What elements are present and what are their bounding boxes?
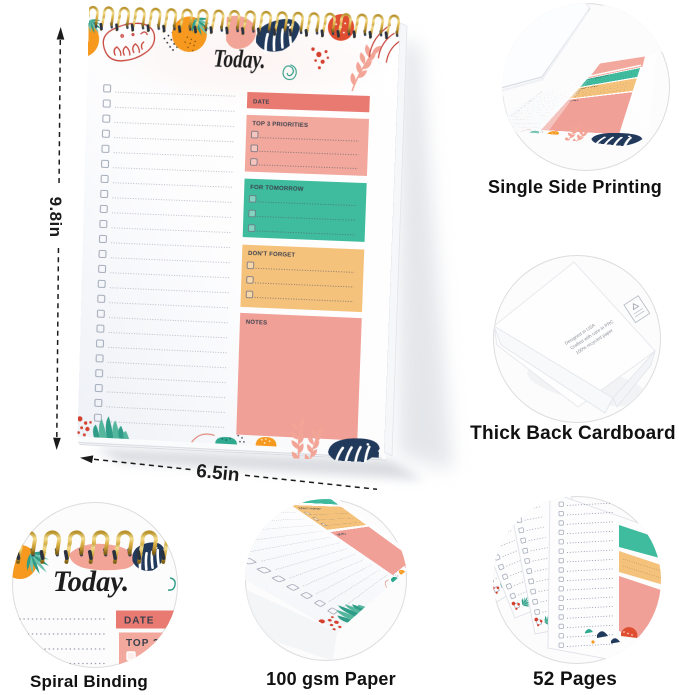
- svg-text:NOTES: NOTES: [336, 532, 348, 536]
- svg-text:TOP 3: TOP 3: [126, 638, 160, 649]
- svg-text:Today.: Today.: [53, 565, 129, 598]
- svg-text:DATE: DATE: [124, 616, 154, 627]
- svg-text:Today.: Today.: [213, 44, 266, 74]
- svg-text:9.8in: 9.8in: [46, 197, 65, 238]
- svg-text:6.5in: 6.5in: [195, 461, 240, 486]
- svg-text:NOTES: NOTES: [246, 320, 268, 327]
- svg-text:DON'T FORGET: DON'T FORGET: [248, 251, 295, 259]
- svg-text:NOTES: NOTES: [568, 99, 580, 102]
- svg-text:FOR TOMORROW: FOR TOMORROW: [250, 185, 304, 193]
- svg-text:TOP 3 PRIORITIES: TOP 3 PRIORITIES: [252, 121, 308, 129]
- svg-text:DATE: DATE: [253, 99, 270, 106]
- svg-text:DON'T FORGET: DON'T FORGET: [579, 85, 601, 90]
- svg-text:DON'T FORGET: DON'T FORGET: [297, 507, 323, 510]
- svg-text:FOR TOMORROW: FOR TOMORROW: [587, 75, 609, 81]
